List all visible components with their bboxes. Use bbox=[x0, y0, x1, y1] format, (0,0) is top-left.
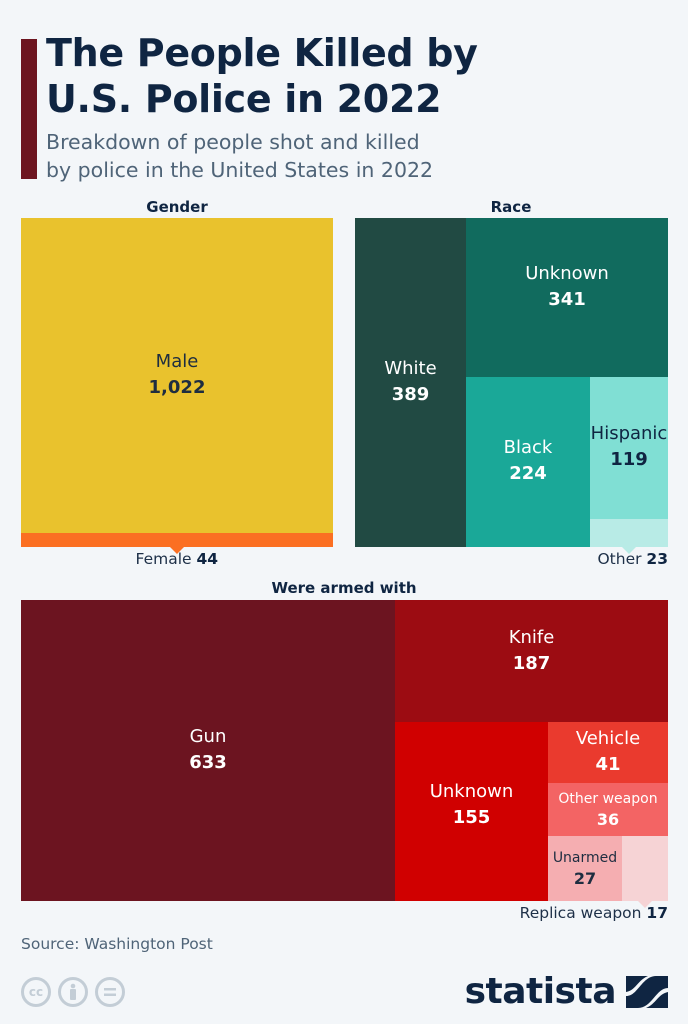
treemap-cell-unknown: Unknown 341 bbox=[466, 218, 668, 377]
cell-label: Hispanic bbox=[590, 423, 668, 444]
armed-section-title: Were armed with bbox=[271, 579, 417, 597]
callout-pointer-other bbox=[622, 547, 636, 554]
cell-label: Knife bbox=[508, 627, 555, 648]
callout-value: 44 bbox=[196, 550, 219, 568]
cell-label: Male bbox=[155, 350, 199, 372]
cell-value: 389 bbox=[391, 383, 430, 405]
cell-value: 187 bbox=[512, 653, 551, 674]
cell-value: 224 bbox=[509, 463, 547, 484]
treemap-cell-unarmed: Unarmed 27 bbox=[548, 836, 622, 901]
callout-replica-weapon: Replica weapon 17 bbox=[520, 904, 668, 922]
treemap-cell-female bbox=[21, 533, 333, 547]
treemap-cell-other-weapon: Other weapon 36 bbox=[548, 783, 668, 836]
callout-other: Other 23 bbox=[597, 550, 668, 568]
cell-label: Other weapon bbox=[558, 790, 658, 807]
callout-value: 23 bbox=[646, 550, 668, 568]
cell-value: 27 bbox=[573, 868, 597, 888]
cell-label: Unknown bbox=[525, 262, 609, 284]
cell-value: 41 bbox=[595, 753, 621, 775]
cell-label: Unarmed bbox=[552, 849, 618, 866]
race-section-title: Race bbox=[490, 198, 532, 216]
cell-value: 633 bbox=[189, 751, 227, 773]
callout-female: Female 44 bbox=[136, 550, 219, 568]
cell-value: 341 bbox=[548, 288, 586, 310]
title-accent-bar bbox=[21, 39, 37, 179]
treemap-cell-replica-weapon bbox=[622, 836, 668, 901]
statista-logo[interactable]: statista bbox=[465, 972, 668, 1012]
cell-label: Gun bbox=[189, 725, 227, 747]
treemap-cell-black: Black 224 bbox=[466, 377, 590, 547]
callout-pointer-replica-weapon bbox=[638, 901, 652, 908]
title-line-2: U.S. Police in 2022 bbox=[46, 77, 442, 121]
cell-value: 155 bbox=[452, 806, 491, 828]
no-derivatives-icon[interactable] bbox=[95, 977, 125, 1007]
subtitle-line-1: Breakdown of people shot and killed bbox=[46, 130, 420, 154]
cell-label: White bbox=[384, 357, 437, 379]
treemap-cell-unknown: Unknown 155 bbox=[395, 722, 548, 901]
cell-label: Unknown bbox=[429, 780, 514, 802]
statista-logo-icon bbox=[626, 976, 668, 1008]
treemap-cell-knife: Knife 187 bbox=[395, 600, 668, 722]
callout-label: Female bbox=[135, 550, 197, 568]
cell-label: Vehicle bbox=[575, 727, 641, 749]
subtitle-line-2: by police in the United States in 2022 bbox=[46, 158, 434, 182]
cell-value: 119 bbox=[610, 449, 648, 470]
cell-value: 36 bbox=[596, 809, 620, 829]
callout-label: Other bbox=[597, 550, 647, 568]
treemap-cell-male: Male 1,022 bbox=[21, 218, 333, 533]
treemap-cell-white: White 389 bbox=[355, 218, 466, 547]
treemap-cell-vehicle: Vehicle 41 bbox=[548, 722, 668, 783]
cell-value: 1,022 bbox=[148, 376, 206, 398]
cell-label: Black bbox=[503, 437, 553, 458]
source-note: Source: Washington Post bbox=[21, 935, 213, 953]
statista-logo-text: statista bbox=[464, 971, 617, 1012]
treemap-cell-gun: Gun 633 bbox=[21, 600, 395, 901]
gender-section-title: Gender bbox=[146, 198, 208, 216]
cc-icon[interactable]: cc bbox=[21, 977, 51, 1007]
chart-title: The People Killed by U.S. Police in 2022 bbox=[46, 30, 478, 122]
callout-pointer-female bbox=[170, 547, 184, 554]
license-icons: cc bbox=[21, 977, 125, 1007]
chart-subtitle: Breakdown of people shot and killed by p… bbox=[46, 128, 433, 184]
title-line-1: The People Killed by bbox=[46, 31, 478, 75]
treemap-cell-hispanic: Hispanic 119 bbox=[590, 377, 668, 519]
callout-value: 17 bbox=[646, 904, 668, 922]
treemap-cell-other bbox=[590, 519, 668, 547]
callout-label: Replica weapon bbox=[519, 904, 647, 922]
attribution-icon[interactable] bbox=[58, 977, 88, 1007]
